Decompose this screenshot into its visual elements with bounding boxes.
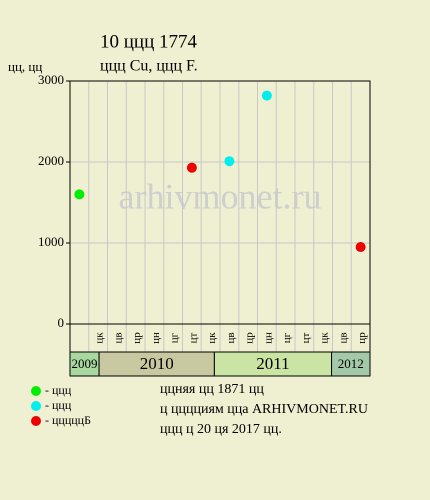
x-tick-label: цв [225,332,237,343]
x-tick-label: цг [281,332,293,343]
year-label: 2012 [338,356,364,371]
x-tick-label: цн [262,332,274,344]
year-label: 2011 [256,354,289,373]
year-band [213,351,333,377]
x-tick-label: цр [131,332,143,344]
point [186,162,197,173]
point [224,156,235,167]
x-tick-label: цр [356,332,368,344]
x-tick-label: цк [94,332,106,344]
note: ццц ц 20 ця 2017 цц. [160,422,282,437]
point [355,242,366,253]
x-tick-label: цк [319,332,331,344]
x-tick-label: цт [300,332,312,343]
x-tick-label: цг [169,332,181,343]
chart-subtitle: ццц Cu, ццц F. [100,58,198,75]
y-tick-label: 3000 [38,72,64,87]
x-tick-label: цк [206,332,218,344]
legend-marker [31,401,41,411]
year-label: 2009 [72,356,98,371]
year-label: 2010 [140,354,174,373]
year-band [331,351,371,377]
x-tick-label: цт [187,332,199,343]
legend-label: - ццц [45,398,72,412]
legend-label: - цццццБ [45,413,91,427]
y-tick-label: 0 [58,315,65,330]
x-tick-label: цр [244,332,256,344]
point [261,90,272,101]
y-tick-label: 1000 [38,234,64,249]
legend-marker [31,386,41,396]
point [74,189,85,200]
chart-title: 10 ццц 1774 [100,31,198,52]
note: ц цццциям цца ARHIVMONET.RU [160,402,368,417]
legend-label: - ццц [45,383,72,397]
legend-marker [31,416,41,426]
y-tick-label: 2000 [38,153,64,168]
x-tick-label: цн [150,332,162,344]
x-tick-label: цв [337,332,349,343]
note: ццняя цц 1871 цц [160,382,264,397]
y-axis-label: цц, цц [8,59,42,74]
x-tick-label: цв [112,332,124,343]
